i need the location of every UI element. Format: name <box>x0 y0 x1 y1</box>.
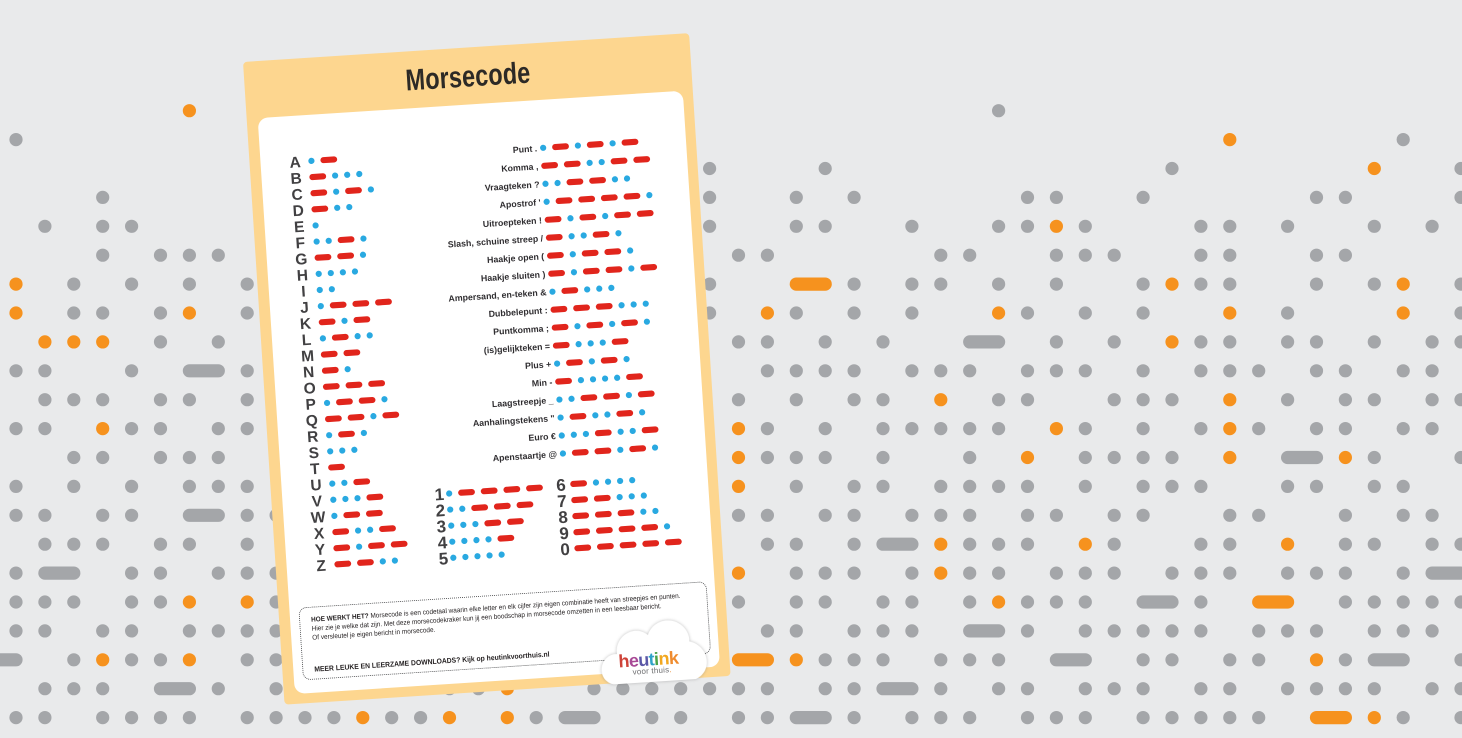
svg-text:Haakje sluiten ): Haakje sluiten ) <box>480 269 545 283</box>
svg-text:L: L <box>301 332 312 350</box>
svg-text:B: B <box>290 170 302 188</box>
svg-text:5: 5 <box>438 549 449 569</box>
svg-text:F: F <box>295 235 306 253</box>
svg-text:G: G <box>294 251 307 269</box>
svg-text:Z: Z <box>316 558 327 576</box>
svg-text:1: 1 <box>434 485 445 505</box>
svg-text:Min -: Min - <box>531 377 552 388</box>
svg-text:Apenstaartje @: Apenstaartje @ <box>492 449 557 463</box>
svg-text:3: 3 <box>436 517 447 537</box>
svg-text:Vraagteken ?: Vraagteken ? <box>484 179 539 193</box>
svg-text:S: S <box>308 445 319 463</box>
svg-text:Y: Y <box>314 541 326 559</box>
svg-text:6: 6 <box>555 475 566 495</box>
svg-text:U: U <box>309 477 321 495</box>
svg-text:O: O <box>303 380 316 398</box>
svg-text:W: W <box>310 509 326 527</box>
svg-text:Apostrof ': Apostrof ' <box>499 197 541 210</box>
svg-text:8: 8 <box>557 508 568 528</box>
svg-text:Slash, schuine streep /: Slash, schuine streep / <box>447 233 543 249</box>
svg-text:(is)gelijkteken =: (is)gelijkteken = <box>483 341 550 355</box>
svg-text:Dubbelepunt :: Dubbelepunt : <box>488 305 548 319</box>
svg-text:Aanhalingstekens ": Aanhalingstekens " <box>472 413 554 428</box>
svg-text:I: I <box>300 283 305 300</box>
svg-text:Komma ,: Komma , <box>501 161 539 173</box>
svg-text:X: X <box>313 525 325 543</box>
svg-text:Punt .: Punt . <box>512 143 537 155</box>
svg-text:M: M <box>300 348 314 366</box>
svg-text:Ampersand, en-teken &: Ampersand, en-teken & <box>448 287 547 303</box>
svg-text:7: 7 <box>556 492 567 512</box>
svg-text:C: C <box>291 186 303 204</box>
svg-text:2: 2 <box>435 501 446 521</box>
svg-text:Plus +: Plus + <box>524 359 551 371</box>
svg-text:Haakje open (: Haakje open ( <box>486 251 544 265</box>
svg-text:9: 9 <box>558 524 569 544</box>
svg-text:Euro €: Euro € <box>528 431 556 443</box>
svg-text:Puntkomma ;: Puntkomma ; <box>492 323 548 337</box>
svg-text:D: D <box>292 203 304 221</box>
svg-text:A: A <box>289 154 301 172</box>
svg-text:4: 4 <box>437 533 448 553</box>
svg-text:N: N <box>302 364 314 382</box>
svg-text:E: E <box>293 219 304 237</box>
svg-text:K: K <box>299 315 312 333</box>
svg-text:Laagstreepje _: Laagstreepje _ <box>491 395 553 409</box>
svg-text:0: 0 <box>559 540 570 560</box>
svg-text:voor thuis.: voor thuis. <box>632 665 672 677</box>
svg-text:heutink: heutink <box>617 647 680 671</box>
svg-text:R: R <box>306 428 318 446</box>
svg-text:V: V <box>311 493 323 511</box>
svg-text:J: J <box>299 299 309 317</box>
svg-text:Uitroepteken !: Uitroepteken ! <box>482 215 542 229</box>
svg-text:T: T <box>309 461 320 479</box>
svg-text:H: H <box>296 267 308 285</box>
svg-text:Q: Q <box>305 412 318 430</box>
svg-text:P: P <box>305 396 316 414</box>
